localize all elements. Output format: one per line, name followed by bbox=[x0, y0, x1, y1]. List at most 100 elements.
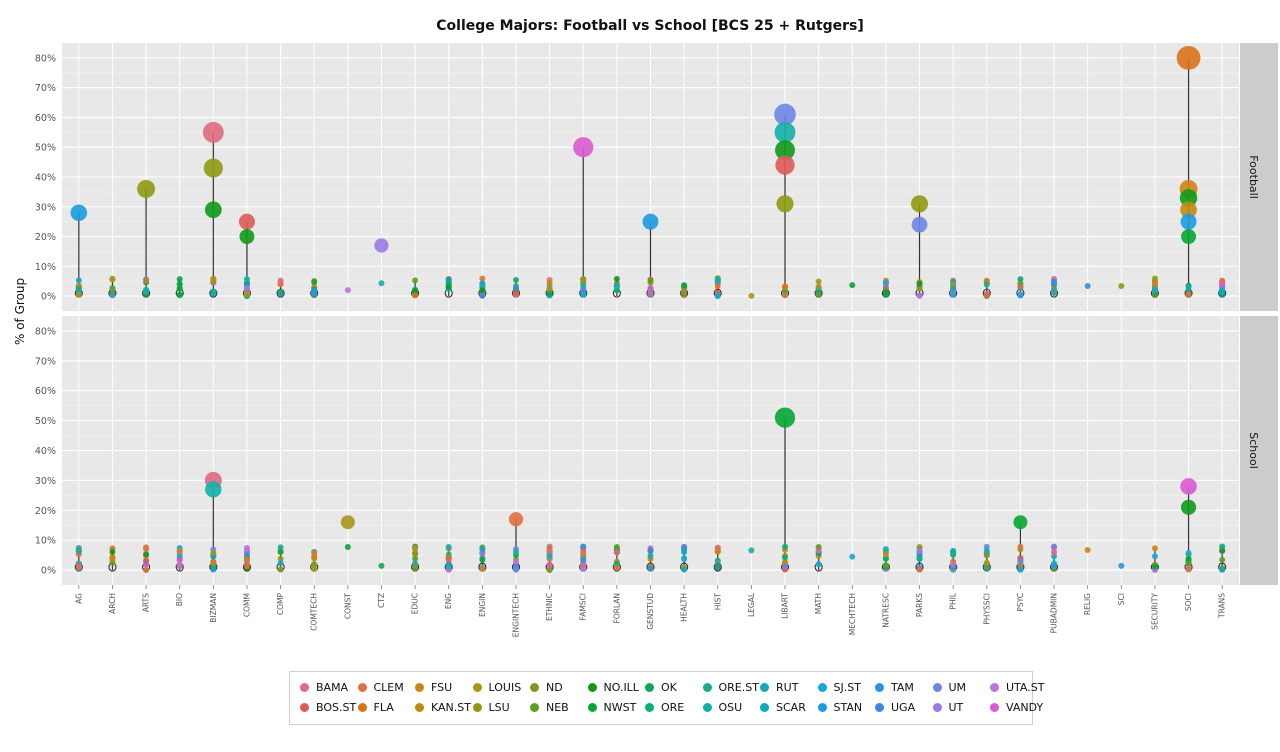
data-point bbox=[512, 290, 519, 297]
legend-swatch bbox=[645, 703, 654, 712]
data-point bbox=[445, 544, 452, 551]
data-point bbox=[546, 553, 553, 560]
x-tick-label: NATRESC bbox=[881, 593, 890, 628]
legend-label: SJ.ST bbox=[833, 681, 861, 694]
data-point bbox=[546, 567, 553, 574]
data-point-highlight bbox=[137, 179, 156, 198]
x-tick-label: BIO bbox=[175, 593, 184, 606]
y-tick-label: 0% bbox=[41, 566, 56, 577]
legend-swatch bbox=[300, 683, 309, 692]
data-point bbox=[277, 566, 284, 573]
data-point bbox=[1185, 550, 1192, 557]
legend-swatch bbox=[932, 703, 942, 712]
data-point bbox=[445, 554, 452, 561]
x-tick-label: ENGINTECH bbox=[511, 593, 520, 637]
data-point bbox=[714, 548, 721, 555]
x-tick-label: BIZMAN bbox=[209, 593, 218, 623]
data-point bbox=[748, 292, 755, 299]
data-point bbox=[1051, 278, 1058, 285]
data-point bbox=[75, 547, 82, 554]
data-point bbox=[143, 567, 150, 574]
legend-label: NEB bbox=[546, 701, 569, 714]
data-point bbox=[243, 291, 250, 298]
data-point bbox=[882, 289, 889, 296]
data-point-highlight bbox=[911, 216, 928, 233]
x-tick-label: COMM bbox=[242, 593, 251, 617]
data-point bbox=[681, 555, 688, 562]
data-point-highlight bbox=[774, 407, 796, 428]
data-point bbox=[479, 556, 486, 563]
data-point bbox=[714, 562, 721, 569]
x-tick-label: AG bbox=[74, 593, 83, 604]
data-point bbox=[647, 565, 654, 572]
data-point bbox=[210, 550, 217, 557]
legend-swatch bbox=[875, 703, 884, 712]
data-point bbox=[983, 559, 990, 566]
data-point bbox=[1185, 560, 1192, 567]
legend-label: NO.ILL bbox=[603, 681, 639, 694]
data-point bbox=[1017, 276, 1024, 283]
y-tick-label: 50% bbox=[35, 143, 56, 154]
data-point bbox=[109, 548, 116, 555]
data-point-highlight bbox=[1179, 189, 1198, 207]
y-tick-label: 80% bbox=[35, 53, 56, 64]
legend-swatch bbox=[530, 703, 539, 712]
legend-label: UT bbox=[948, 701, 964, 714]
data-point bbox=[1051, 288, 1058, 295]
legend-swatch bbox=[817, 703, 827, 712]
data-point bbox=[916, 555, 923, 562]
data-point bbox=[243, 552, 250, 559]
data-point-highlight bbox=[203, 158, 223, 178]
legend-swatch bbox=[300, 703, 309, 712]
legend-swatch bbox=[990, 703, 999, 712]
data-point bbox=[1185, 291, 1192, 298]
legend-label: UTA.ST bbox=[1006, 681, 1045, 694]
legend-label: VANDY bbox=[1006, 701, 1044, 714]
data-point bbox=[243, 547, 250, 554]
data-point bbox=[681, 549, 688, 556]
x-tick-label: ENGIN bbox=[478, 593, 487, 617]
data-point bbox=[479, 565, 486, 572]
data-point bbox=[815, 544, 822, 551]
data-point bbox=[277, 544, 284, 551]
data-point bbox=[613, 564, 620, 571]
data-point bbox=[950, 291, 957, 298]
data-point-highlight bbox=[573, 137, 594, 158]
legend-swatch bbox=[415, 683, 424, 692]
data-point bbox=[75, 277, 82, 284]
y-tick-label: 30% bbox=[35, 476, 56, 487]
data-point bbox=[512, 277, 519, 284]
data-point bbox=[1185, 283, 1192, 290]
data-point bbox=[479, 292, 486, 299]
data-point bbox=[277, 288, 284, 295]
data-point bbox=[681, 566, 688, 573]
data-point bbox=[176, 285, 183, 292]
data-point bbox=[1017, 280, 1024, 287]
y-tick-label: 70% bbox=[35, 356, 56, 367]
data-point bbox=[1219, 286, 1226, 293]
x-tick-label: FORLAN bbox=[612, 593, 621, 624]
data-point bbox=[714, 292, 721, 299]
chart-title: College Majors: Football vs School [BCS … bbox=[436, 18, 864, 34]
legend-label: FSU bbox=[431, 681, 453, 694]
data-point bbox=[1151, 563, 1158, 570]
data-point bbox=[950, 561, 957, 568]
data-point bbox=[1185, 566, 1192, 573]
legend-swatch bbox=[702, 703, 712, 712]
data-point bbox=[849, 282, 856, 289]
data-point-highlight bbox=[774, 103, 796, 126]
data-point bbox=[1151, 545, 1158, 552]
legend-swatch bbox=[702, 683, 712, 692]
data-point bbox=[1151, 291, 1158, 298]
legend-swatch bbox=[587, 683, 597, 692]
legend-swatch bbox=[817, 683, 827, 692]
data-point bbox=[1151, 275, 1158, 282]
legend-label: ORE bbox=[661, 701, 685, 714]
data-point bbox=[882, 562, 889, 569]
data-point bbox=[412, 555, 419, 562]
legend-label: KAN.ST bbox=[431, 701, 471, 714]
x-tick-label: GENSTUD bbox=[646, 593, 655, 630]
x-tick-label: SCI bbox=[1117, 593, 1126, 605]
data-point bbox=[983, 547, 990, 554]
data-point bbox=[1017, 566, 1024, 573]
